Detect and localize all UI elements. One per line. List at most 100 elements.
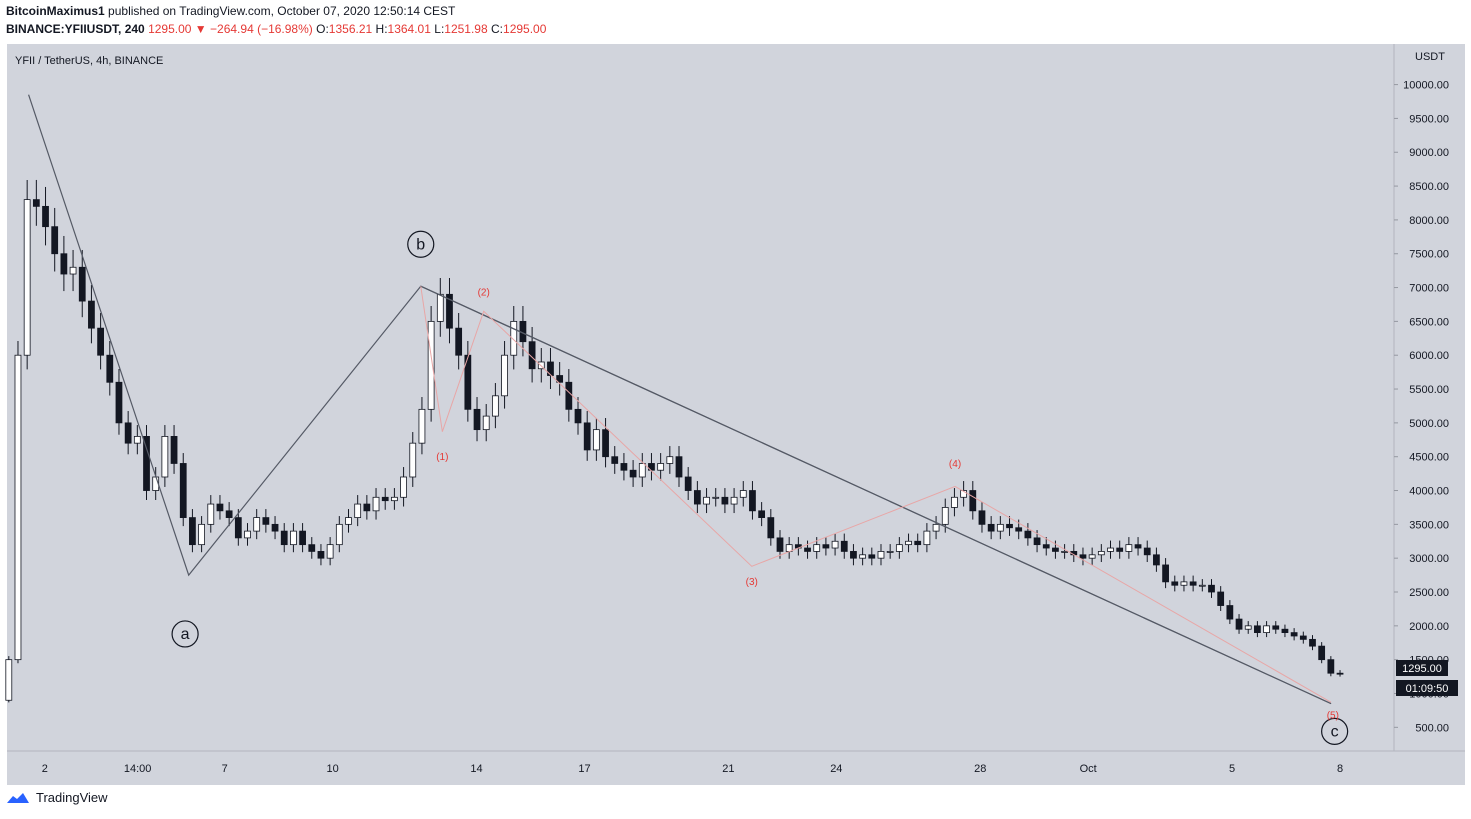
candle-down <box>51 226 59 255</box>
candle-down <box>78 266 86 302</box>
published-text: published on TradingView.com, October 07… <box>108 4 456 18</box>
footer-brand[interactable]: TradingView <box>36 790 108 805</box>
candle-up <box>703 496 710 505</box>
candle-down <box>1254 625 1261 634</box>
price-tick-label: 500.00 <box>1415 722 1449 734</box>
candle-up <box>831 540 839 549</box>
candle-down <box>684 476 692 491</box>
wave-label-circle <box>407 230 435 258</box>
candle-up <box>730 496 738 505</box>
last-price-tag-bg <box>1396 660 1448 676</box>
time-tick-label: 14 <box>470 763 482 775</box>
candle-down <box>749 490 756 512</box>
tradingview-logo-icon <box>7 792 29 803</box>
candle-up <box>739 490 747 498</box>
candle-down <box>216 503 224 512</box>
symbol-name: BINANCE:YFIIUSDT <box>6 22 119 36</box>
candle-down <box>381 496 389 502</box>
currency-label: USDT <box>1415 51 1445 63</box>
candle-down <box>60 253 68 275</box>
candle-down <box>1318 645 1326 661</box>
candle-up <box>1180 581 1188 586</box>
candle-down <box>675 456 683 478</box>
time-tick-label: 14:00 <box>124 763 152 775</box>
price-tags: 1295.00 01:09:50 <box>1396 660 1458 696</box>
price-tick-label: 2500.00 <box>1409 587 1449 599</box>
candle-up <box>290 530 297 546</box>
candle-up <box>492 395 499 417</box>
candle-down <box>1290 632 1298 637</box>
minor-wave-label: (5) <box>1327 711 1339 722</box>
candle-down <box>1327 659 1335 674</box>
candle-down <box>1153 554 1160 566</box>
candle-down <box>1281 628 1289 634</box>
wave-label-circle <box>171 620 199 648</box>
candle-down <box>42 205 49 228</box>
candle-down <box>822 544 830 549</box>
candle-up <box>592 429 600 451</box>
time-axis[interactable]: 2 14:00 7 10 14 17 21 24 28 Oct 5 8 <box>42 763 1343 775</box>
candle-up <box>905 540 912 546</box>
candle-down <box>88 300 95 329</box>
time-tick-label: 2 <box>42 763 48 775</box>
candle-down <box>1079 554 1087 559</box>
candle-down <box>804 547 811 552</box>
candle-down <box>1226 605 1234 620</box>
candle-down <box>850 551 857 559</box>
minor-wave-label: (4) <box>949 459 961 470</box>
price-tick-label: 5500.00 <box>1409 384 1449 396</box>
time-tick-label: 7 <box>222 763 228 775</box>
candle-up <box>253 517 261 532</box>
candle-up <box>161 436 169 478</box>
candle-down <box>767 517 775 539</box>
price-tick-label: 9000.00 <box>1409 147 1449 159</box>
candle-up <box>391 496 398 502</box>
candle-up <box>666 456 674 464</box>
candle-up <box>941 507 949 525</box>
interval: 240 <box>124 22 145 36</box>
candle-up <box>510 320 518 356</box>
major-wave-label: c <box>1331 723 1339 740</box>
candle-down <box>776 537 784 552</box>
candle-down <box>1033 537 1041 546</box>
candle-up <box>372 496 380 512</box>
price-tick-label: 10000.00 <box>1403 80 1449 92</box>
candle-up <box>14 354 22 661</box>
candle-down <box>446 293 453 329</box>
candle-down <box>189 517 196 546</box>
countdown-tag-bg <box>1396 680 1458 696</box>
candle-down <box>611 456 619 464</box>
price-tick-label: 4500.00 <box>1409 452 1449 464</box>
candle-up <box>501 354 508 397</box>
high-value: 1364.01 <box>387 22 431 36</box>
candle-up <box>859 554 867 559</box>
candle-up <box>198 523 205 546</box>
candle-down <box>170 436 178 464</box>
candle-down <box>556 375 564 383</box>
close-value: 1295.00 <box>503 22 547 36</box>
candle-down <box>115 381 123 424</box>
candle-down <box>234 517 242 539</box>
candle-up <box>1107 547 1114 552</box>
candle-down <box>1143 547 1151 556</box>
candle-up <box>877 551 885 559</box>
candle-up <box>326 544 334 559</box>
candle-up <box>1088 554 1096 559</box>
candle-down <box>225 510 233 518</box>
candle-up <box>712 496 720 499</box>
candle-down <box>620 463 628 471</box>
author-name[interactable]: BitcoinMaximus1 <box>6 4 105 18</box>
close-label: C: <box>491 22 504 36</box>
candle-down <box>464 354 472 410</box>
candle-up <box>932 523 940 532</box>
candle-down <box>758 510 766 518</box>
candle-up <box>427 320 435 410</box>
price-tick-label: 7000.00 <box>1409 283 1449 295</box>
candle-down <box>473 408 481 431</box>
down-arrow-icon: ▼ <box>194 22 207 36</box>
footer: TradingView <box>6 790 108 805</box>
candle-down <box>262 517 270 525</box>
candle-down <box>1299 635 1307 640</box>
candle-up <box>345 517 352 525</box>
